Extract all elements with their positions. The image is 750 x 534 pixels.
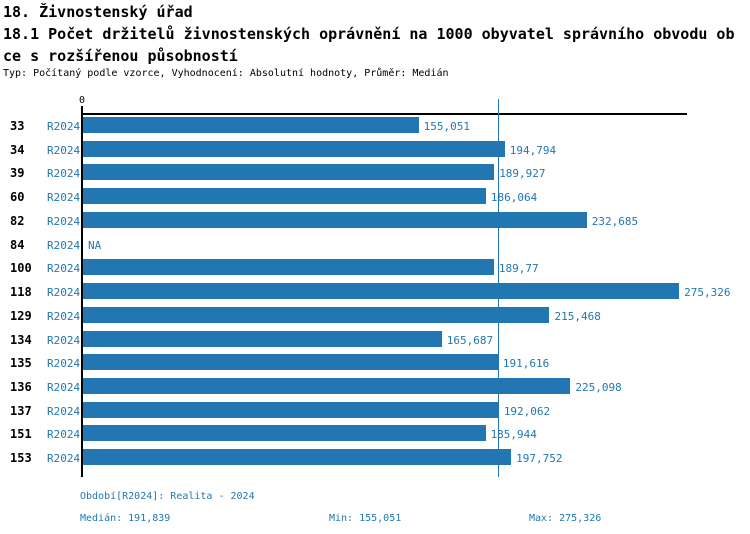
value-label: 275,326 <box>684 286 731 300</box>
value-label: 165,687 <box>446 333 494 347</box>
row-period-label: R2024 <box>47 381 81 395</box>
value-label: 191,616 <box>502 357 550 371</box>
x-axis-line <box>81 113 687 115</box>
chart-subtitle-line1: 18.1 Počet držitelů živnostenských opráv… <box>3 25 735 43</box>
row-code-label: 137 <box>10 403 32 418</box>
footer-period-info: Období[R2024]: Realita - 2024 <box>80 491 255 502</box>
row-period-label: R2024 <box>47 404 81 418</box>
row-code-label: 136 <box>10 380 32 395</box>
chart-row: 39 R2024 189,927 <box>0 163 750 187</box>
chart-row: 82 R2024 232,685 <box>0 211 750 235</box>
footer-min-stat: Min: 155,051 <box>329 513 402 524</box>
row-code-label: 153 <box>10 451 32 466</box>
row-code-label: 129 <box>10 308 32 323</box>
row-code-label: 34 <box>10 142 25 157</box>
chart-row: 60 R2024 186,064 <box>0 187 750 211</box>
row-period-label: R2024 <box>47 214 81 228</box>
value-bar[interactable] <box>83 354 498 371</box>
chart-row: 33 R2024 155,051 <box>0 116 750 140</box>
value-label: 186,064 <box>490 191 538 205</box>
footer-max-stat: Max: 275,326 <box>529 513 602 524</box>
value-bar[interactable] <box>83 283 680 300</box>
value-label: 189,77 <box>498 262 539 276</box>
row-period-label: R2024 <box>47 357 81 371</box>
value-bar[interactable] <box>83 378 571 395</box>
row-period-label: R2024 <box>47 262 81 276</box>
row-code-label: 151 <box>10 427 32 442</box>
value-label: 197,752 <box>516 452 563 466</box>
value-label: 215,468 <box>554 309 601 323</box>
page-title: 18. Živnostenský úřad <box>3 3 193 21</box>
value-label: 155,051 <box>423 120 471 133</box>
value-bar[interactable] <box>83 425 486 442</box>
value-bar[interactable] <box>83 164 495 181</box>
value-bar[interactable] <box>83 188 486 205</box>
chart-row: 137 R2024 192,062 <box>0 401 750 425</box>
row-code-label: 135 <box>10 356 32 371</box>
value-label: NA <box>88 238 102 252</box>
row-code-label: 100 <box>10 261 32 276</box>
value-label: 192,062 <box>503 404 551 418</box>
row-period-label: R2024 <box>47 309 81 323</box>
row-code-label: 39 <box>10 166 25 181</box>
chart-row: 100 R2024 189,77 <box>0 258 750 282</box>
value-bar[interactable] <box>83 117 419 133</box>
row-period-label: R2024 <box>47 120 81 133</box>
chart-row: 34 R2024 194,794 <box>0 140 750 164</box>
chart-row: 84 R2024 NA <box>0 235 750 259</box>
row-code-label: 134 <box>10 332 32 347</box>
value-label: 189,927 <box>499 167 546 181</box>
row-period-label: R2024 <box>47 191 81 205</box>
chart-row: 129 R2024 215,468 <box>0 306 750 330</box>
x-axis-zero-tick-label: 0 <box>78 95 86 106</box>
row-period-label: R2024 <box>47 143 81 157</box>
chart-row: 134 R2024 165,687 <box>0 330 750 354</box>
chart-subtitle-line2: ce s rozšířenou působností <box>3 47 238 65</box>
row-period-label: R2024 <box>47 238 81 252</box>
row-code-label: 82 <box>10 213 25 228</box>
value-bar[interactable] <box>83 449 512 466</box>
value-label: 185,944 <box>490 428 537 442</box>
value-bar[interactable] <box>83 401 499 418</box>
footer-median-stat: Medián: 191,839 <box>80 513 171 524</box>
value-label: 232,685 <box>591 214 639 228</box>
value-bar[interactable] <box>83 211 587 228</box>
value-bar[interactable] <box>83 306 550 323</box>
chart-row: 118 R2024 275,326 <box>0 282 750 306</box>
row-period-label: R2024 <box>47 333 81 347</box>
value-label: 194,794 <box>509 143 557 157</box>
y-axis-line <box>81 106 83 477</box>
chart-meta-info: Typ: Počítaný podle vzorce, Vyhodnocení:… <box>3 68 449 79</box>
value-bar[interactable] <box>83 330 442 347</box>
row-period-label: R2024 <box>47 452 81 466</box>
chart-row: 151 R2024 185,944 <box>0 424 750 448</box>
value-bar[interactable] <box>83 259 494 276</box>
chart-row: 136 R2024 225,098 <box>0 377 750 401</box>
chart-row: 153 R2024 197,752 <box>0 448 750 472</box>
row-code-label: 84 <box>10 237 25 252</box>
row-period-label: R2024 <box>47 167 81 181</box>
chart-row: 135 R2024 191,616 <box>0 353 750 377</box>
value-bar[interactable] <box>83 140 505 157</box>
row-period-label: R2024 <box>47 428 81 442</box>
row-period-label: R2024 <box>47 286 81 300</box>
value-label: 225,098 <box>575 381 622 395</box>
row-code-label: 33 <box>10 119 25 133</box>
row-code-label: 118 <box>10 285 32 300</box>
row-code-label: 60 <box>10 190 25 205</box>
